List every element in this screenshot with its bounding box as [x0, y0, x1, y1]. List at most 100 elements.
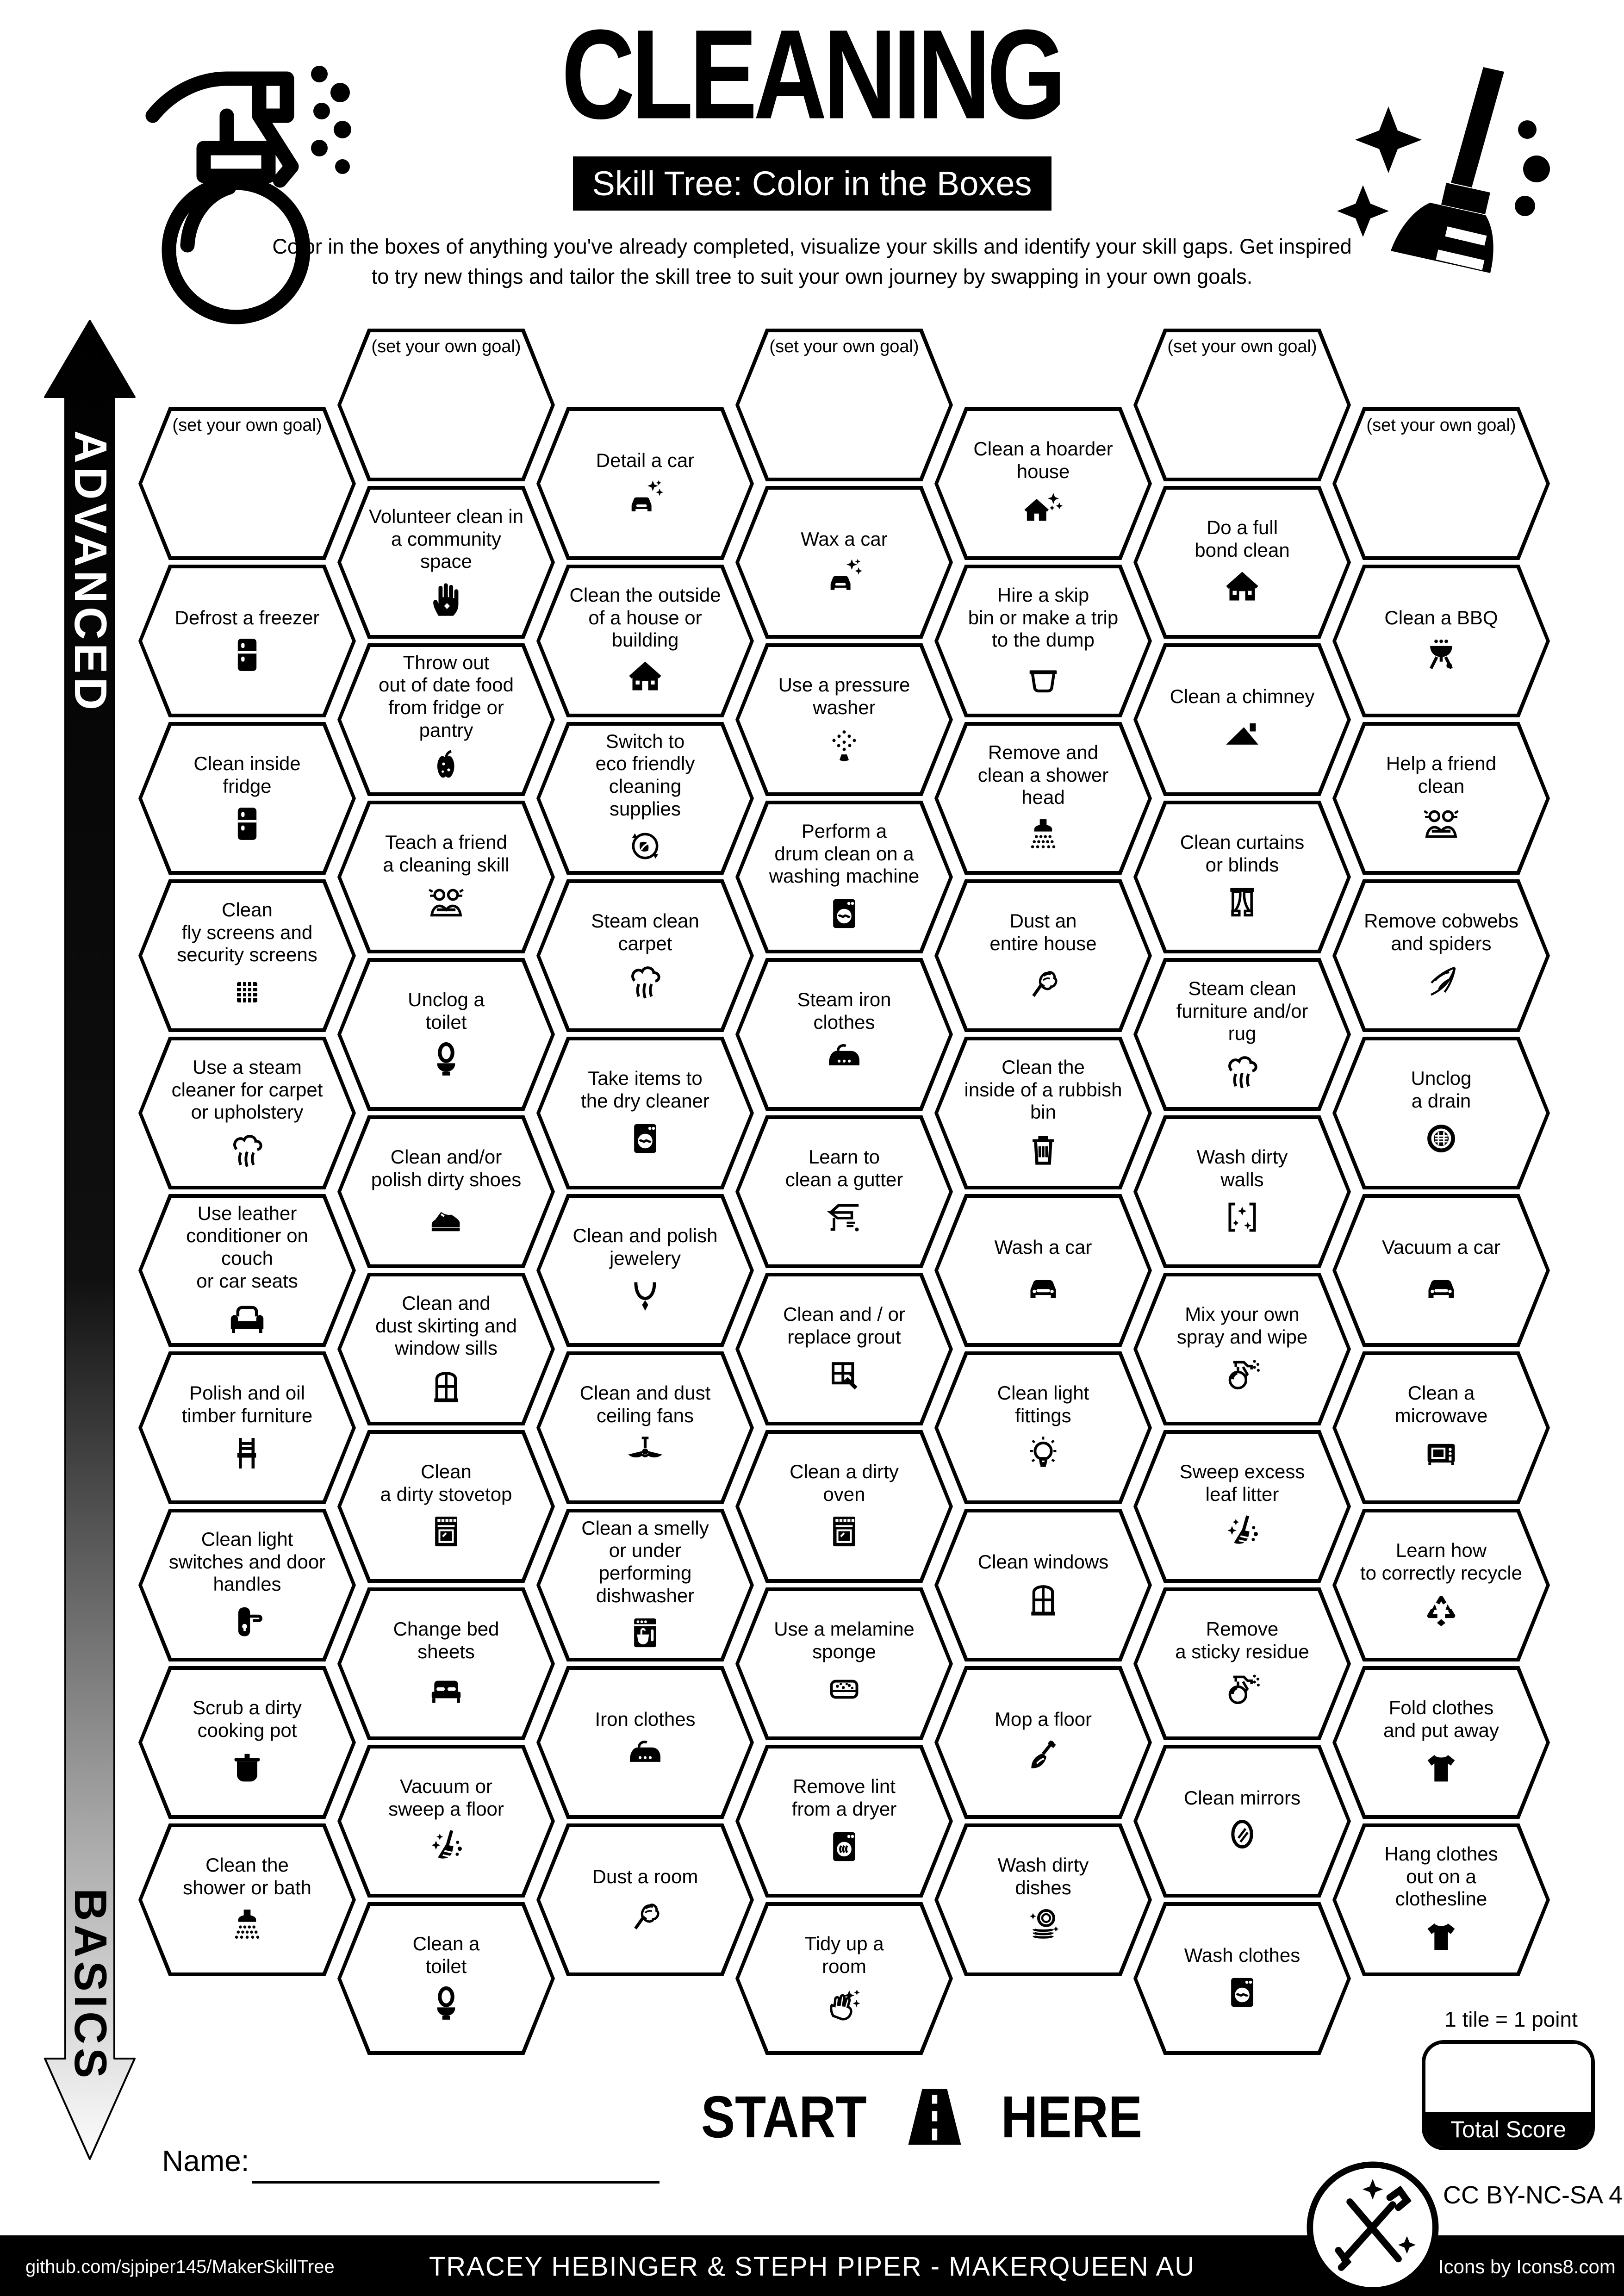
total-score-label: Total Score [1425, 2112, 1591, 2147]
goal-hex[interactable]: (set your own goal) [138, 407, 356, 560]
hex-fill [540, 1040, 750, 1186]
skill-hex[interactable]: Learn how to correctly recycle [1332, 1509, 1550, 1661]
skill-hex[interactable]: Dust a room [536, 1823, 754, 1976]
skill-hex[interactable]: Steam clean carpet [536, 879, 754, 1032]
name-input-line[interactable] [252, 2181, 660, 2184]
skill-label: Clean light switches and door handles [168, 1528, 326, 1595]
maker-badge-icon [1304, 2159, 1441, 2296]
skill-label: Change bed sheets [393, 1618, 499, 1662]
skill-hex[interactable]: Use leather conditioner on couch or car … [138, 1194, 356, 1347]
skill-hex[interactable]: Take items to the dry cleaner [536, 1037, 754, 1189]
hex-fill [739, 962, 949, 1107]
skill-hex[interactable]: Vacuum or sweep a floor [337, 1745, 555, 1898]
skill-hex[interactable]: Clean light fittings [934, 1351, 1152, 1504]
skill-hex[interactable]: Remove lint from a dryer [735, 1745, 953, 1898]
skill-hex[interactable]: Clean curtains or blinds [1133, 801, 1351, 953]
skill-hex[interactable]: Clean mirrors [1133, 1745, 1351, 1898]
goal-hex[interactable]: (set your own goal) [1332, 407, 1550, 560]
oven-icon [824, 1512, 865, 1552]
skill-hex[interactable]: Wash dirty walls [1133, 1115, 1351, 1268]
skill-hex[interactable]: Unclog a drain [1332, 1037, 1550, 1189]
skill-hex[interactable]: Steam iron clothes [735, 958, 953, 1111]
skill-hex[interactable]: Learn to clean a gutter [735, 1115, 953, 1268]
skill-hex[interactable]: Clean windows [934, 1509, 1152, 1661]
skill-hex[interactable]: Fold clothes and put away [1332, 1666, 1550, 1819]
subtitle-badge: Skill Tree: Color in the Boxes [572, 156, 1052, 211]
skill-hex[interactable]: Throw out out of date food from fridge o… [337, 643, 555, 796]
skill-hex[interactable]: Wash dirty dishes [934, 1823, 1152, 1976]
skill-hex[interactable]: Switch to eco friendly cleaning supplies [536, 722, 754, 875]
skill-label: Teach a friend a cleaning skill [383, 831, 510, 876]
skill-hex[interactable]: Mop a floor [934, 1666, 1152, 1819]
skill-hex[interactable]: Scrub a dirty cooking pot [138, 1666, 356, 1819]
skill-hex[interactable]: Defrost a freezer [138, 565, 356, 717]
skill-hex[interactable]: Clean a smelly or under performing dishw… [536, 1509, 754, 1661]
skill-hex[interactable]: Remove and clean a shower head [934, 722, 1152, 875]
skill-hex[interactable]: Clean and dust ceiling fans [536, 1351, 754, 1504]
skill-hex[interactable]: Polish and oil timber furniture [138, 1351, 356, 1504]
skill-hex[interactable]: Clean the shower or bath [138, 1823, 356, 1976]
skill-hex[interactable]: Change bed sheets [337, 1587, 555, 1740]
skill-hex[interactable]: Tidy up a room [735, 1902, 953, 2055]
total-score-input[interactable] [1425, 2044, 1591, 2112]
skill-hex[interactable]: Clean a dirty oven [735, 1430, 953, 1583]
skill-hex[interactable]: Wax a car [735, 486, 953, 639]
icons8-credit-link[interactable]: Icons by Icons8.com [1438, 2256, 1616, 2277]
license-text: CC BY-NC-SA 4.0 [1443, 2181, 1624, 2209]
skill-hex[interactable]: Use a steam cleaner for carpet or uphols… [138, 1037, 356, 1189]
skill-hex[interactable]: Clean a BBQ [1332, 565, 1550, 717]
skill-hex[interactable]: Unclog a toilet [337, 958, 555, 1111]
skill-hex[interactable]: Vacuum a car [1332, 1194, 1550, 1347]
github-link[interactable]: github.com/sjpiper145/MakerSkillTree [25, 2257, 335, 2277]
skill-hex[interactable]: Remove a sticky residue [1133, 1587, 1351, 1740]
skill-hex[interactable]: Clean a chimney [1133, 643, 1351, 796]
skill-hex[interactable]: Wash a car [934, 1194, 1152, 1347]
hex-fill [1336, 1355, 1546, 1500]
skill-hex[interactable]: Clean the inside of a rubbish bin [934, 1037, 1152, 1189]
washer-icon [625, 1118, 666, 1159]
skill-hex[interactable]: Volunteer clean in a community space [337, 486, 555, 639]
skill-hex[interactable]: Help a friend clean [1332, 722, 1550, 875]
skill-hex[interactable]: Clean a dirty stovetop [337, 1430, 555, 1583]
goal-hex[interactable]: (set your own goal) [337, 329, 555, 481]
skill-hex[interactable]: Wash clothes [1133, 1902, 1351, 2055]
skill-label: Remove lint from a dryer [791, 1775, 897, 1820]
mirror-icon [1222, 1815, 1263, 1855]
skill-hex[interactable]: Clean and / or replace grout [735, 1273, 953, 1425]
skill-hex[interactable]: Mix your own spray and wipe [1133, 1273, 1351, 1425]
skill-hex[interactable]: Use a melamine sponge [735, 1587, 953, 1740]
broom-icon [426, 1826, 467, 1867]
skill-hex[interactable]: Teach a friend a cleaning skill [337, 801, 555, 953]
skill-hex[interactable]: Clean and dust skirting and window sills [337, 1273, 555, 1425]
skill-hex[interactable]: Clean a toilet [337, 1902, 555, 2055]
skill-hex[interactable]: Clean and/or polish dirty shoes [337, 1115, 555, 1268]
skill-hex[interactable]: Do a full bond clean [1133, 486, 1351, 639]
skill-label: Clean and dust skirting and window sills [375, 1292, 517, 1359]
pot-icon [227, 1748, 268, 1788]
skill-hex[interactable]: Clean inside fridge [138, 722, 356, 875]
skill-hex[interactable]: Iron clothes [536, 1666, 754, 1819]
recycle-icon [1421, 1590, 1462, 1631]
skill-hex[interactable]: Clean a microwave [1332, 1351, 1550, 1504]
skill-hex[interactable]: Remove cobwebs and spiders [1332, 879, 1550, 1032]
skill-hex[interactable]: Sweep excess leaf litter [1133, 1430, 1351, 1583]
goal-hex[interactable]: (set your own goal) [735, 329, 953, 481]
skill-label: Use leather conditioner on couch or car … [186, 1202, 308, 1292]
skill-hex[interactable]: Detail a car [536, 407, 754, 560]
skill-label: Wash dirty dishes [997, 1854, 1089, 1898]
skill-hex[interactable]: Clean a hoarder house [934, 407, 1152, 560]
skill-hex[interactable]: Steam clean furniture and/or rug [1133, 958, 1351, 1111]
skill-hex[interactable]: Use a pressure washer [735, 643, 953, 796]
grout-icon [824, 1354, 865, 1395]
skill-hex[interactable]: Clean light switches and door handles [138, 1509, 356, 1661]
skill-hex[interactable]: Hang clothes out on a clothesline [1332, 1823, 1550, 1976]
skill-hex[interactable]: Perform a drum clean on a washing machin… [735, 801, 953, 953]
skill-hex[interactable]: Hire a skip bin or make a trip to the du… [934, 565, 1152, 717]
skill-label: Clean and / or replace grout [783, 1303, 905, 1348]
goal-hex[interactable]: (set your own goal) [1133, 329, 1351, 481]
hex-fill [142, 411, 352, 556]
skill-hex[interactable]: Clean fly screens and security screens [138, 879, 356, 1032]
skill-hex[interactable]: Clean and polish jewelery [536, 1194, 754, 1347]
skill-hex[interactable]: Clean the outside of a house or building [536, 565, 754, 717]
skill-hex[interactable]: Dust an entire house [934, 879, 1152, 1032]
